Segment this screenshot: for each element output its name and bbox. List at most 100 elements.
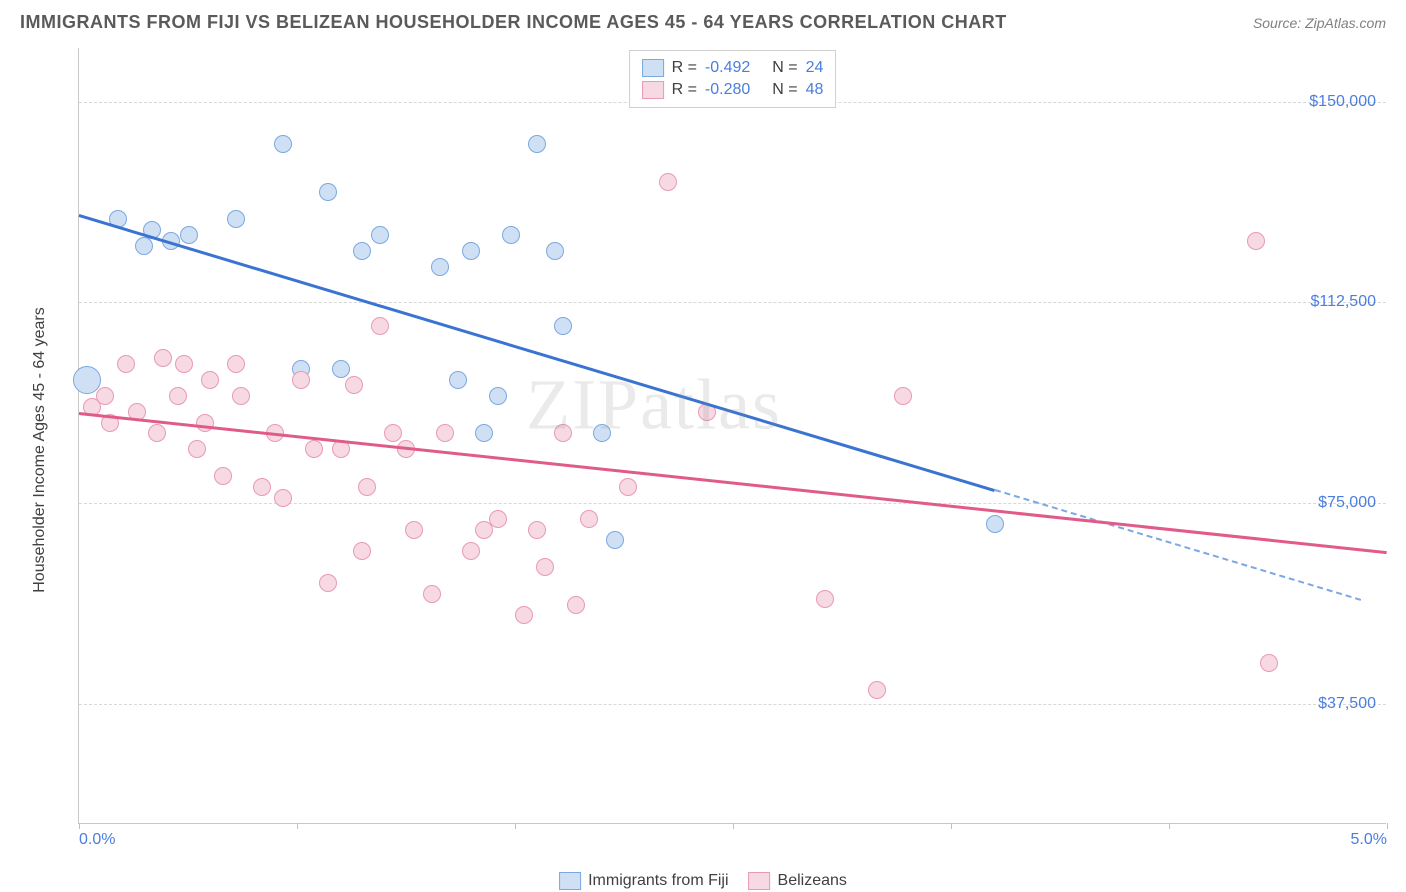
data-point	[475, 424, 493, 442]
data-point	[319, 574, 337, 592]
x-tick	[733, 823, 734, 829]
data-point	[894, 387, 912, 405]
chart-container: Householder Income Ages 45 - 64 years ZI…	[50, 48, 1386, 852]
x-tick	[1387, 823, 1388, 829]
data-point	[986, 515, 1004, 533]
legend-item: Belizeans	[749, 872, 847, 890]
data-point	[227, 355, 245, 373]
trend-line	[79, 412, 1387, 554]
data-point	[659, 173, 677, 191]
gridline-h	[79, 302, 1386, 303]
plot-area: ZIPatlas R =-0.492N =24R =-0.280N =48 $3…	[78, 48, 1386, 824]
data-point	[1260, 654, 1278, 672]
legend-swatch	[749, 872, 771, 890]
y-tick-label: $112,500	[1310, 293, 1376, 311]
trend-line	[79, 214, 995, 491]
x-tick	[515, 823, 516, 829]
legend-series-name: Immigrants from Fiji	[588, 872, 728, 890]
data-point	[384, 424, 402, 442]
data-point	[292, 371, 310, 389]
data-point	[489, 510, 507, 528]
data-point	[201, 371, 219, 389]
data-point	[371, 317, 389, 335]
data-point	[606, 531, 624, 549]
data-point	[319, 183, 337, 201]
data-point	[274, 489, 292, 507]
x-tick	[1169, 823, 1170, 829]
data-point	[353, 242, 371, 260]
y-tick-label: $150,000	[1309, 93, 1376, 111]
data-point	[528, 135, 546, 153]
data-point	[227, 210, 245, 228]
data-point	[332, 360, 350, 378]
data-point	[196, 414, 214, 432]
data-point	[546, 242, 564, 260]
legend-swatch	[642, 81, 664, 99]
data-point	[175, 355, 193, 373]
chart-title: IMMIGRANTS FROM FIJI VS BELIZEAN HOUSEHO…	[20, 12, 1007, 33]
legend-r-label: R =	[672, 81, 697, 99]
correlation-legend: R =-0.492N =24R =-0.280N =48	[629, 50, 837, 108]
legend-row: R = -0.492 N = 24	[642, 57, 824, 79]
x-tick	[951, 823, 952, 829]
data-point	[188, 440, 206, 458]
data-point	[536, 558, 554, 576]
data-point	[431, 258, 449, 276]
data-point	[358, 478, 376, 496]
legend-r-label: R =	[672, 59, 697, 77]
data-point	[154, 349, 172, 367]
data-point	[554, 317, 572, 335]
data-point	[274, 135, 292, 153]
data-point	[135, 237, 153, 255]
legend-row: R =-0.280N =48	[642, 79, 824, 101]
data-point	[253, 478, 271, 496]
legend-n-label: N =	[772, 59, 797, 77]
data-point	[449, 371, 467, 389]
legend-swatch	[559, 872, 581, 890]
data-point	[169, 387, 187, 405]
data-point	[436, 424, 454, 442]
data-point	[148, 424, 166, 442]
y-axis-label: Householder Income Ages 45 - 64 years	[31, 307, 49, 593]
y-tick-label: $37,500	[1318, 695, 1376, 713]
data-point	[405, 521, 423, 539]
data-point	[462, 242, 480, 260]
data-point	[345, 376, 363, 394]
data-point	[502, 226, 520, 244]
legend-series-name: Belizeans	[778, 872, 847, 890]
legend-n-label: N =	[772, 81, 797, 99]
data-point	[1247, 232, 1265, 250]
data-point	[462, 542, 480, 560]
gridline-h	[79, 704, 1386, 705]
x-tick-label: 5.0%	[1351, 831, 1387, 849]
legend-item: Immigrants from Fiji	[559, 872, 728, 890]
data-point	[353, 542, 371, 560]
data-point	[515, 606, 533, 624]
legend-n-value: 24	[806, 59, 824, 77]
data-point	[96, 387, 114, 405]
y-tick-label: $75,000	[1318, 494, 1376, 512]
data-point	[868, 681, 886, 699]
data-point	[232, 387, 250, 405]
x-tick-label: 0.0%	[79, 831, 115, 849]
data-point	[305, 440, 323, 458]
data-point	[489, 387, 507, 405]
data-point	[567, 596, 585, 614]
x-tick	[79, 823, 80, 829]
data-point	[371, 226, 389, 244]
source-label: Source: ZipAtlas.com	[1253, 15, 1386, 31]
data-point	[554, 424, 572, 442]
x-tick	[297, 823, 298, 829]
chart-header: IMMIGRANTS FROM FIJI VS BELIZEAN HOUSEHO…	[0, 0, 1406, 41]
legend-r-value: -0.280	[705, 81, 750, 99]
data-point	[117, 355, 135, 373]
data-point	[580, 510, 598, 528]
data-point	[593, 424, 611, 442]
legend-r-value: -0.492	[705, 59, 750, 77]
data-point	[528, 521, 546, 539]
data-point	[214, 467, 232, 485]
data-point	[73, 366, 101, 394]
data-point	[619, 478, 637, 496]
series-legend: Immigrants from Fiji Belizeans	[559, 872, 847, 890]
legend-swatch	[642, 59, 664, 77]
